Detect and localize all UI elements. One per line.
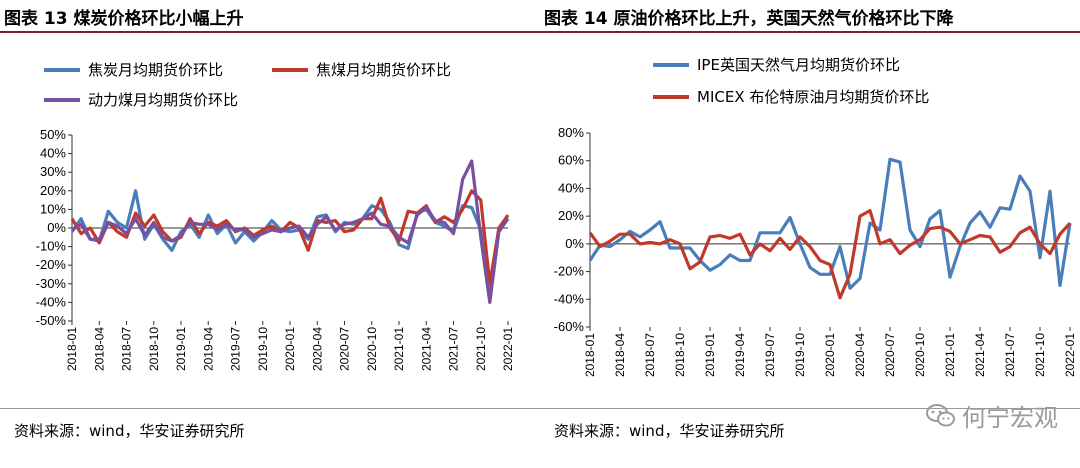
source-note-oil-gas: 资料来源：wind，华安证券研究所 (554, 422, 785, 440)
y-tick-label: 40% (558, 180, 584, 195)
watermark: 何宁宏观 (926, 398, 1058, 435)
x-tick-label: 2019-01 (174, 327, 188, 371)
series-line (70, 189, 510, 286)
x-tick-label: 2019-04 (201, 327, 215, 371)
x-tick-label: 2021-04 (419, 327, 433, 371)
x-tick-label: 2022-01 (1063, 333, 1077, 377)
x-tick-label: 2018-10 (147, 327, 161, 371)
source-rule (0, 408, 540, 409)
legend-label: 动力煤月均期货价环比 (88, 91, 238, 109)
x-tick-label: 2019-01 (703, 333, 717, 377)
x-tick-label: 2020-04 (853, 333, 867, 377)
y-tick-label: -20% (36, 257, 67, 272)
x-tick-label: 2022-01 (501, 327, 515, 371)
y-tick-label: 80% (558, 125, 584, 140)
x-tick-label: 2019-10 (256, 327, 270, 371)
series-line (70, 189, 510, 301)
series-line (588, 209, 1072, 300)
y-tick-label: 30% (40, 164, 66, 179)
x-tick-label: 2018-04 (613, 333, 627, 377)
y-tick-label: 40% (40, 146, 66, 161)
series-line (71, 159, 510, 304)
y-tick-label: -10% (36, 239, 67, 254)
y-tick-label: 60% (558, 153, 584, 168)
y-tick-label: 0% (565, 236, 584, 251)
x-tick-label: 2021-01 (392, 327, 406, 371)
x-tick-label: 2019-07 (229, 327, 243, 371)
x-tick-label: 2020-01 (823, 333, 837, 377)
x-tick-label: 2018-01 (583, 333, 597, 377)
x-tick-label: 2020-10 (913, 333, 927, 377)
x-tick-label: 2020-07 (883, 333, 897, 377)
x-tick-label: 2018-04 (92, 327, 106, 371)
x-tick-label: 2019-07 (763, 333, 777, 377)
x-tick-label: 2020-04 (310, 327, 324, 371)
series-line (588, 157, 1072, 290)
title-rule (540, 31, 1080, 33)
x-tick-label: 2021-01 (943, 333, 957, 377)
x-tick-label: 2020-10 (365, 327, 379, 371)
legend-label: IPE英国天然气月均期货价环比 (697, 56, 900, 74)
x-tick-label: 2021-04 (973, 333, 987, 377)
oil-gas-chart: 80% 60% 40% 20% 0% -20% -40% -60%2018-01 2018-04… (554, 56, 1077, 377)
x-tick-label: 2021-10 (474, 327, 488, 371)
source-rule (540, 408, 1080, 409)
wechat-icon (926, 403, 956, 435)
x-tick-label: 2021-07 (1003, 333, 1017, 377)
y-tick-label: 0% (47, 220, 66, 235)
x-tick-label: 2020-01 (283, 327, 297, 371)
x-tick-label: 2020-07 (338, 327, 352, 371)
y-tick-label: -20% (554, 264, 585, 279)
watermark-text: 何宁宏观 (962, 404, 1058, 432)
x-tick-label: 2018-07 (120, 327, 134, 371)
x-tick-label: 2021-07 (447, 327, 461, 371)
chart-title-oil-gas: 图表 14 原油价格环比上升，英国天然气价格环比下降 (544, 9, 954, 29)
y-tick-label: 50% (40, 127, 66, 142)
x-tick-label: 2021-10 (1033, 333, 1047, 377)
legend-label: 焦炭月均期货价环比 (88, 61, 223, 79)
x-tick-label: 2019-04 (733, 333, 747, 377)
chart-title-coal: 图表 13 煤炭价格环比小幅上升 (4, 9, 244, 29)
chart-panel-coal: 图表 13 煤炭价格环比小幅上升 50% 40% 30% 20% 10% 0% -10% -2… (0, 9, 540, 440)
x-tick-label: 2018-01 (65, 327, 79, 371)
y-tick-label: -50% (36, 313, 67, 328)
y-tick-label: 10% (40, 201, 66, 216)
x-tick-label: 2019-10 (793, 333, 807, 377)
y-tick-label: 20% (558, 208, 584, 223)
y-tick-label: 20% (40, 183, 66, 198)
chart-panel-oil-gas: 图表 14 原油价格环比上升，英国天然气价格环比下降 80% 60% 40% 20% 0… (540, 0, 1080, 468)
y-tick-label: -30% (36, 276, 67, 291)
title-rule (0, 31, 540, 33)
y-tick-label: -40% (36, 294, 67, 309)
y-tick-label: -40% (554, 291, 585, 306)
legend-label: MICEX 布伦特原油月均期货价环比 (697, 88, 929, 106)
y-tick-label: -60% (554, 319, 585, 334)
x-tick-label: 2018-10 (673, 333, 687, 377)
coal-chart: 50%40%30%20%10%0%-10%-20%-30%-40%-50%201… (36, 61, 515, 371)
legend-label: 焦煤月均期货价环比 (316, 61, 451, 79)
source-note-coal: 资料来源：wind，华安证券研究所 (14, 422, 245, 440)
x-tick-label: 2018-07 (643, 333, 657, 377)
